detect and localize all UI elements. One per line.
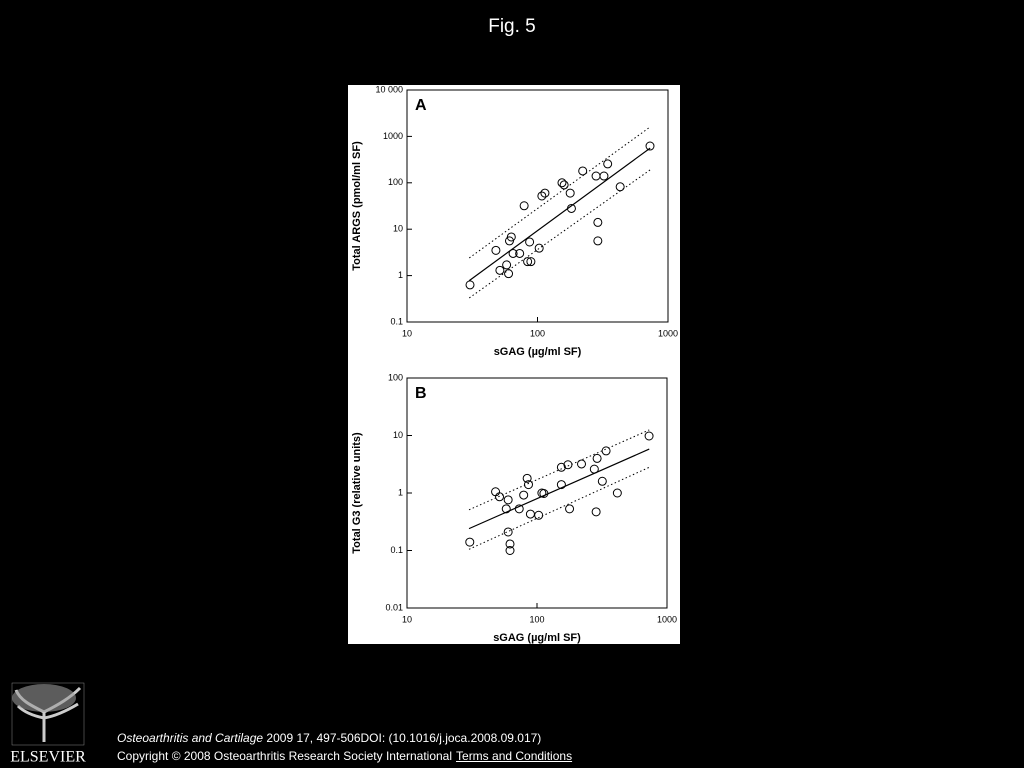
citation: Osteoarthritis and Cartilage 2009 17, 49…: [117, 731, 541, 745]
data-point: [508, 248, 518, 258]
data-point: [526, 257, 536, 267]
panel-label: B: [415, 385, 427, 402]
y-tick-label: 0.01: [385, 602, 403, 612]
data-point: [559, 180, 569, 190]
data-point: [534, 243, 544, 253]
data-point: [645, 141, 655, 151]
y-tick-label: 10: [393, 430, 403, 440]
data-point: [601, 446, 611, 456]
data-point: [612, 488, 622, 498]
data-point: [519, 490, 529, 500]
panel-label: A: [415, 97, 427, 114]
data-point: [556, 462, 566, 472]
data-point: [505, 539, 515, 549]
data-point: [557, 178, 567, 188]
fit-line: [468, 126, 651, 259]
data-point: [563, 460, 573, 470]
data-point: [501, 504, 511, 514]
data-point: [525, 237, 535, 247]
data-point: [589, 464, 599, 474]
y-tick-label: 100: [388, 372, 403, 382]
data-point: [514, 504, 524, 514]
data-point: [523, 257, 533, 267]
x-axis-label: sGAG (µg/ml SF): [494, 346, 582, 358]
data-point: [515, 248, 525, 258]
data-point: [537, 191, 547, 201]
data-point: [566, 203, 576, 213]
x-tick-label: 1000: [657, 614, 677, 624]
logo-text: ELSEVIER: [10, 749, 86, 766]
data-point: [519, 201, 529, 211]
citation-details: 2009 17, 497-506DOI: (10.1016/j.joca.200…: [266, 731, 542, 745]
data-point: [565, 504, 575, 514]
data-point: [506, 232, 516, 242]
data-point: [593, 217, 603, 227]
data-point: [505, 546, 515, 555]
fit-line: [468, 429, 650, 511]
data-point: [504, 269, 514, 279]
data-point: [577, 459, 587, 469]
fit-line: [468, 147, 651, 282]
data-point: [491, 245, 501, 255]
y-tick-label: 10: [393, 224, 403, 234]
data-point: [556, 480, 566, 490]
data-point: [603, 159, 613, 169]
data-point: [465, 537, 475, 547]
fit-line: [468, 448, 650, 530]
data-point: [578, 166, 588, 176]
y-tick-label: 10 000: [375, 84, 403, 94]
y-axis-label: Total ARGS (pmol/ml SF): [351, 141, 363, 271]
data-point: [534, 510, 544, 520]
data-point: [593, 236, 603, 246]
figure-panel: [348, 85, 680, 644]
data-point: [539, 489, 549, 499]
figure-title: Fig. 5: [488, 16, 536, 37]
data-point: [522, 473, 532, 483]
y-tick-label: 1000: [383, 131, 403, 141]
data-point: [615, 182, 625, 192]
data-point: [503, 495, 513, 505]
data-point: [523, 480, 533, 490]
data-point: [597, 476, 607, 486]
y-axis-label: Total G3 (relative units): [351, 432, 363, 554]
data-point: [540, 188, 550, 198]
fit-line: [468, 466, 650, 550]
data-point: [591, 507, 601, 517]
data-point: [495, 492, 505, 502]
x-tick-label: 1000: [658, 328, 678, 338]
data-point: [503, 527, 513, 537]
x-tick-label: 10: [402, 328, 412, 338]
terms-link[interactable]: Terms and Conditions: [456, 749, 573, 763]
journal-name: Osteoarthritis and Cartilage: [117, 731, 264, 745]
data-point: [495, 265, 505, 275]
x-axis-label: sGAG (µg/ml SF): [493, 632, 581, 644]
y-tick-label: 0.1: [390, 316, 403, 326]
data-point: [465, 280, 475, 290]
data-point: [502, 260, 512, 270]
data-point: [565, 188, 575, 198]
y-tick-label: 100: [388, 177, 403, 187]
copyright-line: Copyright © 2008 Osteoarthritis Research…: [117, 749, 572, 763]
y-tick-label: 1: [398, 487, 403, 497]
publisher-logo: ELSEVIER: [10, 682, 86, 766]
x-tick-label: 100: [530, 328, 545, 338]
data-point: [592, 453, 602, 463]
x-tick-label: 10: [402, 614, 412, 624]
x-tick-label: 100: [529, 614, 544, 624]
data-point: [599, 171, 609, 181]
y-tick-label: 1: [398, 270, 403, 280]
y-tick-label: 0.1: [390, 545, 403, 555]
data-point: [644, 431, 654, 441]
copyright: Copyright © 2008 Osteoarthritis Research…: [117, 749, 453, 763]
